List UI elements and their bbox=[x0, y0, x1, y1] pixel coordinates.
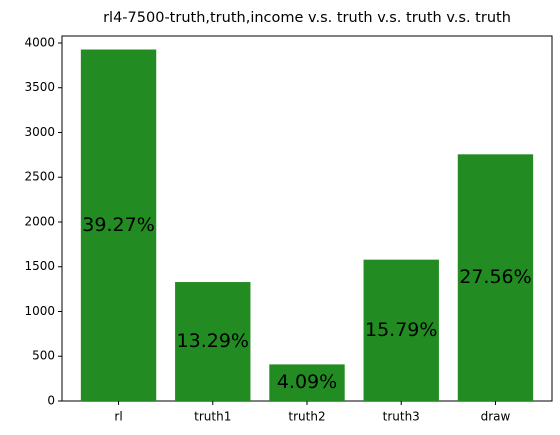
bar bbox=[457, 154, 534, 401]
x-tick-label: truth2 bbox=[288, 410, 325, 424]
x-tick-label: truth1 bbox=[194, 410, 231, 424]
value-label: 13.29% bbox=[177, 330, 249, 352]
value-label: 4.09% bbox=[277, 371, 337, 393]
y-tick-label: 0 bbox=[47, 394, 55, 408]
y-tick-label: 4000 bbox=[24, 35, 55, 49]
bar bbox=[80, 49, 157, 402]
value-label: 15.79% bbox=[365, 319, 437, 341]
x-tick-label: rl bbox=[114, 410, 122, 424]
value-label: 39.27% bbox=[82, 214, 154, 236]
y-tick-label: 3500 bbox=[24, 80, 55, 94]
y-tick-label: 500 bbox=[32, 349, 55, 363]
y-tick-label: 2500 bbox=[24, 170, 55, 184]
y-tick-label: 1000 bbox=[24, 304, 55, 318]
y-tick-label: 1500 bbox=[24, 259, 55, 273]
bar bbox=[175, 282, 251, 401]
y-tick-label: 2000 bbox=[24, 214, 55, 228]
value-label: 27.56% bbox=[459, 266, 531, 288]
x-tick-label: draw bbox=[481, 410, 511, 424]
y-tick-label: 3000 bbox=[24, 125, 55, 139]
bar bbox=[363, 259, 439, 401]
chart-title: rl4-7500-truth,truth,income v.s. truth v… bbox=[103, 10, 511, 26]
x-tick-label: truth3 bbox=[383, 410, 420, 424]
bar bbox=[269, 364, 345, 401]
